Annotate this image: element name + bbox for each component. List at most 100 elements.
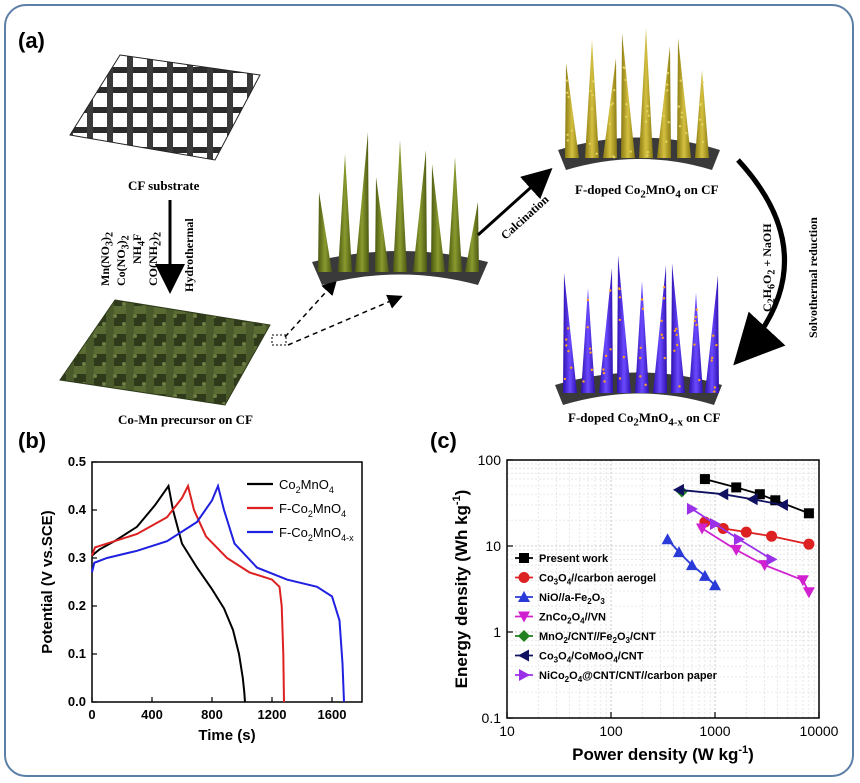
gcd-ytick-label: 0.4 [68, 502, 87, 517]
gold-nanowire-1-dot [589, 90, 591, 92]
gold-nanowire-7-dot [699, 118, 701, 120]
green-nanowire-6 [431, 164, 445, 272]
gold-nanowire-2 [603, 58, 617, 158]
ragone-xlabel: Power density (W kg-1) [572, 744, 754, 764]
gcd-legend-label-2: F-Co2MnO4-x [279, 525, 354, 543]
gold-nanowire-3-dot [629, 150, 631, 152]
ragone-xtick-label: 10 [499, 723, 515, 739]
blue-nanowire-5-dot [660, 320, 662, 322]
blue-nanowire-5-dot [661, 334, 663, 336]
gold-nanowire-4 [639, 28, 653, 158]
gold-nanowire-6-dot [678, 105, 680, 107]
ragone-ytick-label: 0.1 [482, 710, 502, 726]
blue-nanowire-7-dot [696, 308, 698, 310]
blue-nanowire-2-dot [609, 289, 611, 291]
gold-nanowire-5-dot [666, 83, 668, 85]
ragone-legend-label-3: ZnCo2O4//VN [539, 612, 606, 626]
gcd-plot-frame [92, 462, 362, 702]
green-nanowire-1 [338, 154, 352, 272]
ragone-legend-marker-1 [519, 572, 530, 583]
green-nanowire-5 [413, 150, 427, 272]
ragone-series-2-point [662, 533, 674, 544]
blue-nanowire-6-dot [674, 330, 676, 332]
ragone-chart: 10 100 1000 100000.1110100Power density (W … [445, 440, 840, 770]
gold-nanowire-1 [585, 40, 599, 158]
blue-nanowire-5-dot [662, 337, 664, 339]
blue-nanowire-1-dot [591, 369, 593, 371]
green-nanowire-7 [448, 157, 462, 272]
blue-nanowire-0-dot [567, 350, 569, 352]
blue-nanowire-3-dot [619, 377, 621, 379]
gold-nanowire-4-dot [645, 121, 647, 123]
hydrothermal-label: Hydrothermal [182, 218, 197, 292]
blue-nanowire-6-dot [678, 385, 680, 387]
blue-nanowire-array [555, 255, 722, 405]
gold-nanowire-7-dot [702, 141, 704, 143]
cf-substrate-label: CF substrate [128, 178, 199, 194]
blue-nanowire-7-dot [695, 316, 697, 318]
gold-nanowire-3-dot [624, 79, 626, 81]
blue-nanowire-5-dot [664, 357, 666, 359]
ragone-series-3-point [797, 575, 809, 586]
green-nanowire-8 [465, 202, 479, 272]
blue-nanowire-6-dot [676, 344, 678, 346]
gold-nanowire-3 [621, 33, 635, 158]
gold-nanowire-2-dot [613, 156, 615, 158]
gcd-xtick-label: 0 [88, 707, 95, 722]
gold-nanowire-1-dot [589, 143, 591, 145]
gold-nanowire-5-dot [668, 121, 670, 123]
blue-nanowire-7-dot [695, 324, 697, 326]
solvothermal-label: Solvothermal reduction [806, 217, 821, 338]
gold-nanowire-5-dot [663, 115, 665, 117]
blue-nanowire-1-dot [589, 347, 591, 349]
gcd-series-2 [92, 486, 344, 702]
blue-nanowire-3-dot [619, 319, 621, 321]
blue-nanowire-8-dot [715, 344, 717, 346]
gcd-legend-label-0: Co2MnO4 [279, 477, 334, 495]
gold-nanowire-6-dot [680, 116, 682, 118]
reagent-nh4f: NH4F [130, 234, 147, 264]
gold-nanowire-0 [565, 63, 579, 158]
gold-nanowire-6-dot [679, 125, 681, 127]
blue-nanowire-2-dot [609, 348, 611, 350]
gcd-series-0 [92, 486, 245, 702]
reductant-label: C2H6O2 + NaOH [760, 223, 777, 312]
blue-nanowire-4-dot [644, 384, 646, 386]
blue-nanowire-0 [563, 273, 577, 393]
blue-nanowire-6 [671, 263, 685, 393]
blue-nanowire-3-dot [619, 296, 621, 298]
ragone-series-3-line [702, 528, 809, 592]
blue-nanowire-7-dot [694, 320, 696, 322]
ragone-series-5-point [717, 488, 728, 500]
blue-nanowire-2-dot [603, 372, 605, 374]
blue-nanowire-5-dot [663, 297, 665, 299]
ragone-series-1-point [803, 539, 814, 550]
blue-nanowire-2-dot [603, 380, 605, 382]
blue-nanowire-2 [599, 268, 613, 393]
blue-nanowire-4-dot [642, 308, 644, 310]
blue-nanowire-6-dot [676, 334, 678, 336]
ragone-ylabel: Energy density (Wh kg-1) [451, 490, 471, 689]
gold-nanowire-2-dot [610, 104, 612, 106]
blue-nanowire-8-dot [712, 335, 714, 337]
gcd-ytick-label: 0.0 [68, 694, 86, 709]
blue-nanowire-0-dot [565, 338, 567, 340]
ragone-series-1-point [741, 527, 752, 538]
ragone-legend-label-5: Co3O4/CoMoO4/CNT [539, 651, 644, 665]
gcd-ylabel: Potential (V vs.SCE) [39, 510, 56, 653]
green-nanowire-3 [375, 177, 389, 272]
green-nanowire-array [312, 132, 488, 285]
blue-nanowire-6-dot [673, 350, 675, 352]
reagent-co: Co(NO3)2 [114, 235, 131, 286]
ragone-legend-label-0: Present work [539, 553, 609, 565]
blue-nanowire-4-dot [641, 298, 643, 300]
blue-nanowire-8-dot [713, 390, 715, 392]
gold-nanowire-6-dot [680, 79, 682, 81]
gold-nanowire-4-dot [648, 115, 650, 117]
gcd-xtick-label: 1600 [318, 707, 347, 722]
gold-nanowire-1-dot [595, 153, 597, 155]
ragone-series-6-point [767, 553, 778, 565]
gcd-series-1 [92, 486, 284, 702]
blue-nanowire-8-dot [711, 359, 713, 361]
green-nanowire-2 [355, 132, 369, 272]
